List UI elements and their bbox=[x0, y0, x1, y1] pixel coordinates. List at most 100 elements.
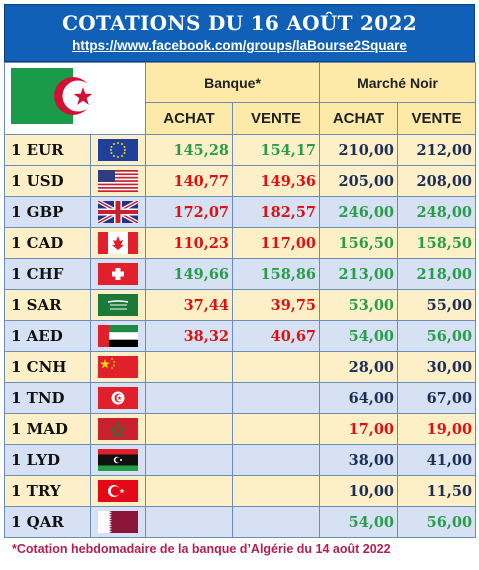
table-row: 1 LYD 38,00 41,00 bbox=[4, 444, 477, 476]
currency-label: 1 TRY bbox=[4, 475, 91, 507]
banque-header: Banque* bbox=[144, 61, 321, 104]
rates-board: COTATIONS DU 16 AOÛT 2022 https://www.fa… bbox=[4, 4, 477, 556]
currency-label: 1 CNH bbox=[4, 351, 91, 383]
bank-buy: 140,77 bbox=[145, 165, 233, 197]
bank-buy: 37,44 bbox=[145, 289, 233, 321]
table-row: 1 QAR 54,00 56,00 bbox=[4, 506, 477, 538]
bank-buy: 149,66 bbox=[145, 258, 233, 290]
bank-buy: 172,07 bbox=[145, 196, 233, 228]
table-row: 1 SAR 37,44 39,75 53,00 55,00 bbox=[4, 289, 477, 321]
table-row: 1 EUR 145,28 154,17 210,00 212,00 bbox=[4, 134, 477, 166]
bank-buy bbox=[145, 506, 233, 538]
black-sell: 55,00 bbox=[397, 289, 477, 321]
us-flag-icon bbox=[98, 170, 138, 192]
uk-flag-icon bbox=[98, 201, 138, 223]
bank-sell: 39,75 bbox=[231, 289, 321, 321]
black-buy: 213,00 bbox=[319, 258, 399, 290]
page-title: COTATIONS DU 16 AOÛT 2022 bbox=[62, 11, 417, 35]
ly-flag-icon bbox=[98, 449, 138, 471]
bank-achat-header: ACHAT bbox=[145, 102, 233, 135]
black-sell: 248,00 bbox=[397, 196, 477, 228]
black-sell: 30,00 bbox=[397, 351, 477, 383]
sa-flag-icon bbox=[98, 294, 138, 316]
black-sell: 19,00 bbox=[397, 413, 477, 445]
footnote: *Cotation hebdomadaire de la banque d’Al… bbox=[12, 542, 391, 556]
table-row: 1 TND 64,00 67,00 bbox=[4, 382, 477, 414]
ae-flag-icon bbox=[98, 325, 138, 347]
currency-label: 1 MAD bbox=[4, 413, 91, 445]
bank-sell bbox=[231, 444, 321, 476]
eu-flag-icon bbox=[98, 139, 138, 161]
bank-buy: 145,28 bbox=[145, 134, 233, 166]
black-buy: 28,00 bbox=[319, 351, 399, 383]
bank-buy: 110,23 bbox=[145, 227, 233, 259]
black-sell: 212,00 bbox=[397, 134, 477, 166]
black-sell: 56,00 bbox=[397, 506, 477, 538]
bank-buy bbox=[145, 475, 233, 507]
black-sell: 11,50 bbox=[397, 475, 477, 507]
ca-flag-icon bbox=[98, 232, 138, 254]
currency-label: 1 QAR bbox=[4, 506, 91, 538]
bank-sell: 40,67 bbox=[231, 320, 321, 352]
black-sell: 67,00 bbox=[397, 382, 477, 414]
qa-flag-icon bbox=[98, 511, 138, 533]
black-buy: 54,00 bbox=[319, 506, 399, 538]
black-buy: 54,00 bbox=[319, 320, 399, 352]
ch-flag-icon bbox=[98, 263, 138, 285]
table-row: 1 CAD 110,23 117,00 156,50 158,50 bbox=[4, 227, 477, 259]
tn-flag-icon bbox=[98, 387, 138, 409]
bank-sell bbox=[231, 413, 321, 445]
table-row: 1 GBP 172,07 182,57 246,00 248,00 bbox=[4, 196, 477, 228]
bank-buy bbox=[145, 413, 233, 445]
bank-buy bbox=[145, 444, 233, 476]
black-sell: 158,50 bbox=[397, 227, 477, 259]
black-achat-header: ACHAT bbox=[319, 102, 399, 135]
currency-label: 1 AED bbox=[4, 320, 91, 352]
group-link[interactable]: https://www.facebook.com/groups/laBourse… bbox=[72, 38, 407, 53]
algeria-flag-cell bbox=[4, 62, 146, 135]
tr-flag-icon bbox=[98, 480, 138, 502]
table-row: 1 MAD 17,00 19,00 bbox=[4, 413, 477, 445]
table-row: 1 CHF 149,66 158,86 213,00 218,00 bbox=[4, 258, 477, 290]
currency-label: 1 EUR bbox=[4, 134, 91, 166]
title-banner: COTATIONS DU 16 AOÛT 2022 https://www.fa… bbox=[4, 4, 475, 62]
table-row: 1 USD 140,77 149,36 205,00 208,00 bbox=[4, 165, 477, 197]
black-buy: 53,00 bbox=[319, 289, 399, 321]
ma-flag-icon bbox=[98, 418, 138, 440]
currency-label: 1 USD bbox=[4, 165, 91, 197]
bank-vente-header: VENTE bbox=[231, 102, 321, 135]
bank-sell: 149,36 bbox=[231, 165, 321, 197]
algeria-flag-icon bbox=[11, 68, 135, 124]
bank-sell bbox=[231, 506, 321, 538]
black-buy: 10,00 bbox=[319, 475, 399, 507]
black-buy: 205,00 bbox=[319, 165, 399, 197]
bank-sell bbox=[231, 382, 321, 414]
bank-buy bbox=[145, 382, 233, 414]
table-row: 1 TRY 10,00 11,50 bbox=[4, 475, 477, 507]
black-buy: 17,00 bbox=[319, 413, 399, 445]
bank-buy bbox=[145, 351, 233, 383]
bank-sell: 154,17 bbox=[231, 134, 321, 166]
bank-buy: 38,32 bbox=[145, 320, 233, 352]
bank-sell: 117,00 bbox=[231, 227, 321, 259]
currency-label: 1 CHF bbox=[4, 258, 91, 290]
black-buy: 246,00 bbox=[319, 196, 399, 228]
black-buy: 156,50 bbox=[319, 227, 399, 259]
black-sell: 56,00 bbox=[397, 320, 477, 352]
currency-label: 1 GBP bbox=[4, 196, 91, 228]
rates-table: Banque* Marché Noir ACHAT VENTE ACHAT VE… bbox=[4, 61, 477, 538]
currency-label: 1 SAR bbox=[4, 289, 91, 321]
cn-flag-icon bbox=[98, 356, 138, 378]
black-buy: 64,00 bbox=[319, 382, 399, 414]
black-sell: 41,00 bbox=[397, 444, 477, 476]
marche-noir-header: Marché Noir bbox=[319, 61, 477, 104]
currency-label: 1 LYD bbox=[4, 444, 91, 476]
currency-label: 1 CAD bbox=[4, 227, 91, 259]
black-sell: 218,00 bbox=[397, 258, 477, 290]
table-row: 1 CNH 28,00 30,00 bbox=[4, 351, 477, 383]
black-vente-header: VENTE bbox=[397, 102, 477, 135]
table-row: 1 AED 38,32 40,67 54,00 56,00 bbox=[4, 320, 477, 352]
bank-sell: 158,86 bbox=[231, 258, 321, 290]
currency-label: 1 TND bbox=[4, 382, 91, 414]
black-buy: 210,00 bbox=[319, 134, 399, 166]
